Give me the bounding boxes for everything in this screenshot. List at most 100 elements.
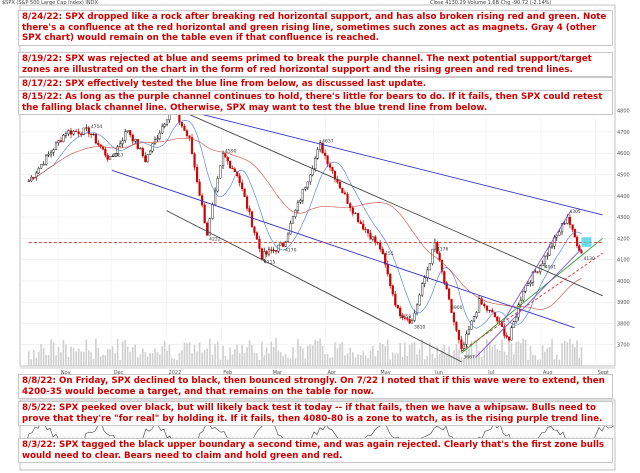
volume-bar [522,338,524,366]
volume-bar [161,346,164,366]
quote-header: Close 4130.29 Volume 1.6B Chg -90.72 (-2… [430,0,552,6]
candle-body [418,294,421,306]
volume-bar [181,350,183,366]
volume-bar [129,351,132,366]
candle-body [351,207,354,214]
candle-body [460,339,463,349]
candle-body [571,224,574,230]
volume-bar [168,344,171,366]
candle-body [52,149,55,153]
x-tick-label: Jul [487,370,494,376]
volume-bar [374,356,377,366]
candle-body [384,253,387,265]
candle-body [146,154,149,163]
volume-bar [311,345,314,366]
candle-body [341,187,344,194]
volume-bar [468,348,470,366]
candle-body [421,283,424,296]
volume-bar [321,345,324,366]
volume-bar [149,352,151,366]
volume-bar [391,352,394,366]
candle-body [543,255,547,265]
volume-bar [231,354,234,366]
candle-body [82,127,85,135]
candle-body [507,336,511,341]
candle-body [529,282,532,284]
candle-body [151,143,154,152]
y-tick-label: 4800 [617,109,630,115]
candle-body [541,263,544,267]
volume-bar [544,351,546,366]
volume-bar [183,342,186,366]
volume-bar [243,352,246,366]
volume-bar [478,350,480,366]
volume-bar [294,358,297,366]
volume-bar [539,359,541,366]
candle-body [85,127,88,129]
volume-bar [558,359,561,366]
candle-body [491,309,494,313]
candle-body [221,153,225,166]
volume-bar [561,343,563,366]
volume-bar [142,348,144,366]
volume-bar [299,346,302,366]
volume-bar [37,351,40,366]
volume-bar [178,352,181,366]
volume-bar [82,351,85,366]
price-label: 4590 [225,148,237,154]
candle-body [27,180,30,182]
trend-lines [28,106,603,363]
volume-bar [491,346,494,366]
volume-bar [106,349,109,366]
candle-body [294,210,297,217]
candle-body [183,126,186,131]
volume-bar [111,346,114,366]
candle-body [75,130,78,132]
volume-bar [496,349,499,366]
candle-body [386,264,389,275]
volume-bar [344,355,346,366]
volume-bar [329,357,331,366]
price-label: 4637 [322,138,334,144]
candle-body [40,164,43,169]
candle-body [180,122,184,127]
volume-bar [139,354,142,366]
volume-bar [510,343,513,366]
candle-body [558,231,561,236]
volume-bar [256,353,258,366]
price-label: 4567 [112,153,124,159]
volume-bar [253,352,256,366]
annotation-8-15: 8/15/22: As long as the purple channel c… [18,90,613,116]
candle-body [433,242,437,250]
candle-body [323,152,327,156]
volume-bar [198,342,201,366]
volume-bar [241,344,243,366]
volume-bar [483,348,486,366]
candle-body [59,140,63,142]
candle-body [304,187,307,190]
candle-body [548,246,551,256]
volume-bar [524,339,527,366]
volume-bar [399,343,401,366]
volume-bar [92,358,95,366]
candle-body [49,151,53,155]
candle-body [144,155,147,163]
volume-bar [28,351,30,366]
candle-body [62,134,65,142]
candle-body [321,142,324,154]
candle-body [369,232,372,240]
candle-body [500,321,504,327]
candle-body [366,229,370,234]
trend-line [461,237,603,354]
candle-body [578,245,581,251]
volume-bar [226,359,229,366]
volume-bar [384,345,387,366]
volume-bar [423,359,426,366]
candle-body [260,248,263,260]
volume-bar [413,341,416,366]
candle-body [211,204,214,219]
trend-line [111,169,575,329]
volume-bar [354,357,357,366]
volume-bar [272,346,275,366]
volume-bar [441,349,443,366]
